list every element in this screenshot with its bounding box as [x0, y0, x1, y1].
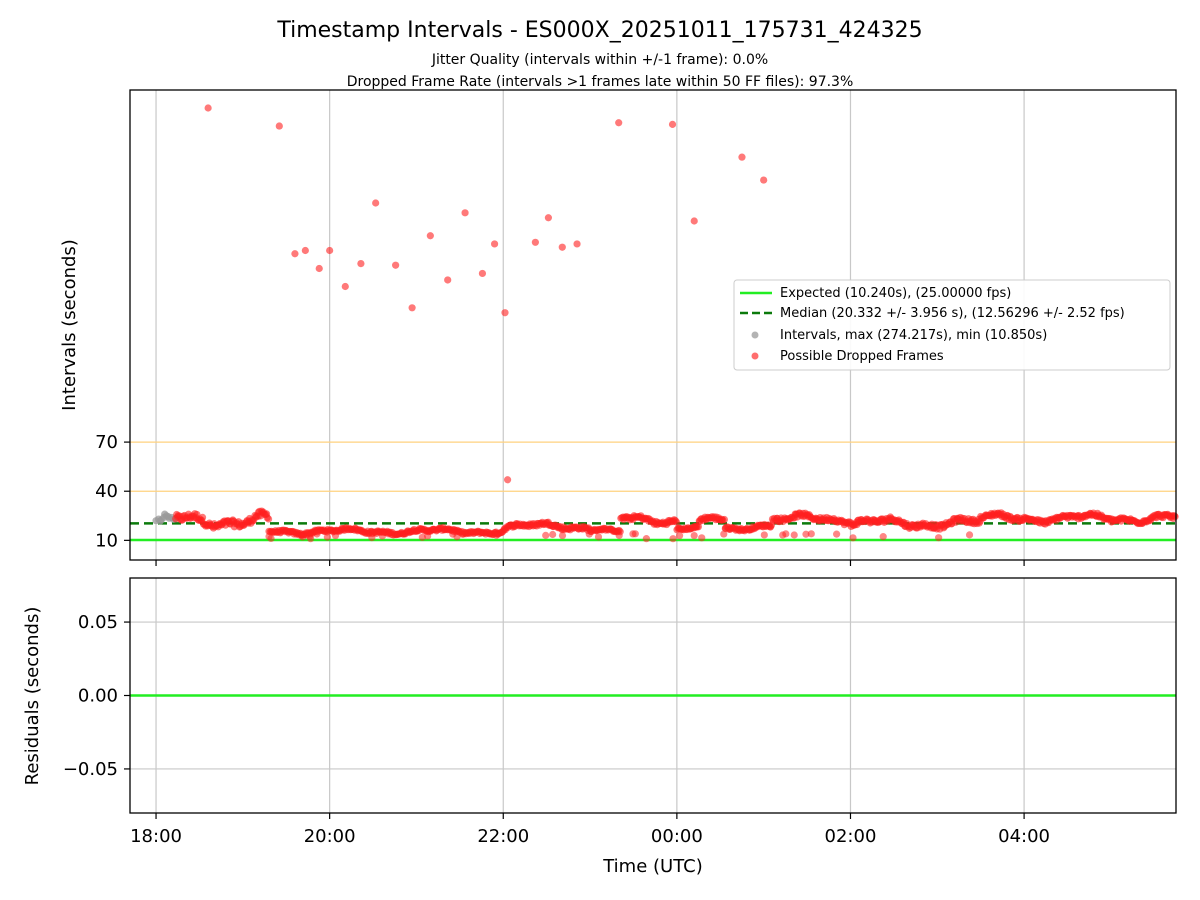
dropped-frame-point: [629, 530, 637, 538]
dropped-frame-point: [368, 533, 376, 542]
dropped-frame-outlier: [326, 246, 334, 255]
dropped-frame-point: [720, 515, 729, 524]
dropped-frame-point: [879, 533, 887, 541]
bottom-y-tick-label: 0.00: [78, 686, 118, 707]
dropped-frame-outlier: [204, 104, 212, 112]
dropped-frame-outlier: [392, 261, 400, 269]
bottom-x-tick-label: 20:00: [304, 826, 356, 847]
dropped-frame-point: [542, 531, 550, 539]
dropped-frame-point: [669, 535, 677, 543]
dropped-frame-point: [378, 532, 387, 540]
bottom-x-tick-label: 18:00: [130, 826, 182, 847]
dropped-frame-point: [331, 531, 340, 540]
dropped-frame-point: [267, 534, 275, 543]
dropped-frame-outlier: [490, 240, 499, 248]
dropped-frame-point: [833, 530, 841, 538]
top-panel-frame: [129, 89, 1177, 561]
dropped-frame-outlier: [341, 282, 349, 291]
dropped-frame-outlier: [275, 122, 283, 130]
bottom-panel-ticks: 0.05 0.00 −0.05 18:00 20:00 22:00 00:00 02:00 04…: [63, 612, 1050, 847]
bottom-panel-ylabel: Residuals (seconds): [22, 607, 43, 786]
dropped-frame-outlier: [504, 476, 512, 484]
dropped-frame-point: [698, 534, 706, 542]
dropped-frame-point: [558, 531, 567, 540]
chart-subtitle-jitter: Jitter Quality (intervals within +/-1 fr…: [431, 52, 768, 68]
dropped-frame-outlier: [531, 238, 539, 246]
legend: Expected (10.240s), (25.00000 fps) Media…: [733, 279, 1171, 371]
legend-dropped-swatch: [751, 352, 759, 360]
dropped-frame-outlier: [558, 243, 566, 251]
dropped-frame-point: [672, 518, 681, 526]
dropped-frame-point: [594, 533, 603, 541]
dropped-frame-point: [760, 531, 768, 539]
top-y-tick-label: 70: [95, 432, 118, 453]
dropped-frame-outlier: [760, 176, 768, 184]
legend-intervals-swatch: [751, 331, 759, 339]
chart-title: Timestamp Intervals - ES000X_20251011_17…: [276, 18, 922, 43]
x-axis-title: Time (UTC): [602, 856, 703, 877]
dropped-frame-outlier: [408, 304, 416, 312]
dropped-frame-point: [935, 534, 943, 542]
dropped-frame-outlier: [357, 259, 365, 268]
legend-box: [733, 279, 1171, 371]
dropped-frame-point: [720, 530, 728, 538]
dropped-frame-point: [690, 531, 698, 540]
dropped-frame-point: [675, 532, 684, 540]
dropped-frame-point: [198, 513, 207, 521]
dropped-frame-point: [615, 531, 623, 540]
legend-expected-label: Expected (10.240s), (25.00000 fps): [780, 286, 1011, 301]
top-y-tick-label: 40: [95, 481, 118, 502]
dropped-frame-outlier: [315, 264, 323, 273]
dropped-frame-outlier: [738, 153, 746, 161]
dropped-frame-point: [642, 535, 650, 543]
top-y-tick-label: 10: [95, 530, 118, 551]
bottom-y-tick-label: −0.05: [63, 759, 118, 780]
bottom-x-tick-label: 00:00: [651, 826, 703, 847]
legend-intervals-label: Intervals, max (274.217s), min (10.850s): [780, 328, 1047, 343]
interval-point: [164, 513, 172, 521]
dropped-frame-point: [549, 530, 557, 539]
dropped-frame-outlier: [544, 214, 553, 222]
dropped-frame-point: [418, 533, 426, 541]
top-panel-data-points: [152, 104, 1179, 543]
dropped-frame-outlier: [372, 199, 380, 207]
dropped-frame-outlier: [690, 217, 698, 225]
bottom-x-tick-label: 02:00: [825, 826, 877, 847]
interval-point: [156, 517, 164, 525]
dropped-frame-point: [790, 531, 798, 539]
bottom-x-tick-label: 22:00: [477, 826, 529, 847]
top-panel-ylabel: Intervals (seconds): [59, 239, 80, 411]
dropped-frame-point: [492, 531, 501, 539]
dropped-frame-outlier: [426, 232, 434, 240]
dropped-frame-point: [449, 530, 457, 538]
dropped-frame-outlier: [461, 209, 469, 217]
dropped-frame-point: [299, 533, 307, 541]
bottom-y-tick-label: 0.05: [78, 612, 118, 633]
dropped-frame-outlier: [444, 276, 452, 284]
dropped-frame-point: [323, 533, 331, 541]
dropped-frame-point: [307, 535, 315, 543]
bottom-x-tick-label: 04:00: [998, 826, 1050, 847]
dropped-frame-point: [965, 531, 974, 539]
dropped-frame-point: [807, 530, 815, 538]
dropped-frame-outlier: [615, 119, 623, 127]
legend-median-label: Median (20.332 +/- 3.956 s), (12.56296 +…: [780, 306, 1125, 321]
dropped-frame-outlier: [291, 250, 299, 258]
chart-subtitle-dropped: Dropped Frame Rate (intervals >1 frames …: [347, 74, 854, 90]
dropped-frame-point: [313, 530, 321, 538]
dropped-frame-point: [1171, 513, 1179, 521]
dropped-frame-outlier: [478, 269, 487, 278]
legend-dropped-label: Possible Dropped Frames: [780, 349, 944, 364]
dropped-frame-point: [264, 515, 273, 523]
dropped-frame-outlier: [668, 120, 677, 128]
dropped-frame-outlier: [501, 309, 509, 317]
dropped-frame-point: [585, 530, 593, 538]
top-panel-ticks: 10 40 70: [95, 432, 1025, 566]
dropped-frame-point: [802, 530, 810, 538]
dropped-frame-outlier: [301, 246, 309, 255]
dropped-frame-outlier: [573, 240, 581, 248]
dropped-frame-point: [849, 534, 857, 542]
dropped-frame-point: [782, 530, 790, 538]
